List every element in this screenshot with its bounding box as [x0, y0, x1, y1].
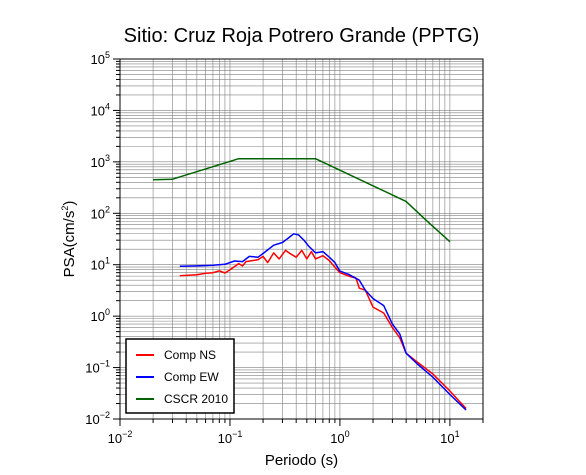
axis-ticks [113, 58, 484, 426]
y-tick-label: 104 [91, 101, 110, 118]
y-tick-label-base: 10 [85, 412, 99, 427]
legend-label: Comp EW [164, 370, 219, 384]
x-tick-label-exp: 1 [455, 429, 460, 439]
y-tick-label-base: 10 [91, 206, 105, 221]
y-tick-label-exp: −2 [100, 410, 110, 420]
y-tick-label-base: 10 [91, 103, 105, 118]
x-tick-label-exp: −1 [232, 429, 242, 439]
legend: Comp NS Comp EW CSCR 2010 [125, 338, 235, 414]
y-axis-label-main: PSA(cm/s [61, 211, 78, 278]
x-tick-label: 10−1 [218, 429, 243, 446]
y-tick-label-base: 10 [91, 309, 105, 324]
y-axis-label-sup: 2 [60, 206, 70, 211]
y-tick-label-base: 10 [91, 155, 105, 170]
chart-title: Sitio: Cruz Roja Potrero Grande (PPTG) [124, 25, 480, 47]
series-line-comp-ew [179, 233, 467, 411]
y-tick-label-base: 10 [91, 258, 105, 273]
y-tick-label: 102 [91, 204, 110, 221]
x-tick-labels: 10−2 10−1 100 101 [108, 429, 460, 446]
x-tick-label-base: 10 [440, 431, 454, 446]
y-tick-label-base: 10 [85, 361, 99, 376]
legend-label: CSCR 2010 [164, 392, 228, 406]
y-tick-label-exp: 1 [105, 256, 110, 266]
y-tick-label-exp: 5 [105, 50, 110, 60]
x-tick-label: 101 [440, 429, 459, 446]
y-axis-label-close: ) [61, 201, 78, 206]
y-tick-label-exp: 3 [105, 153, 110, 163]
x-tick-label-base: 10 [330, 431, 344, 446]
x-tick-label-exp: 0 [345, 429, 350, 439]
y-tick-label: 105 [91, 50, 110, 67]
y-tick-label-exp: 0 [105, 307, 110, 317]
y-tick-label-exp: −1 [100, 359, 110, 369]
series-line-comp-ns [179, 249, 467, 410]
y-tick-label: 101 [91, 256, 110, 273]
x-tick-label-base: 10 [218, 431, 232, 446]
y-tick-label-base: 10 [91, 52, 105, 67]
y-tick-label-exp: 2 [105, 204, 110, 214]
series-layer [153, 157, 467, 411]
x-tick-label-base: 10 [108, 431, 122, 446]
x-tick-label: 10−2 [108, 429, 133, 446]
y-tick-label: 100 [91, 307, 110, 324]
x-tick-label-exp: −2 [122, 429, 132, 439]
plot-frame [119, 58, 484, 420]
y-tick-label: 10−1 [85, 359, 110, 376]
y-axis-label: PSA(cm/s2) [60, 201, 78, 278]
y-tick-label-exp: 4 [105, 101, 110, 111]
series-line-cscr-2010 [153, 157, 451, 243]
y-tick-label: 10−2 [85, 410, 110, 427]
x-tick-label: 100 [330, 429, 349, 446]
y-tick-label: 103 [91, 153, 110, 170]
x-axis-label: Periodo (s) [265, 452, 338, 469]
legend-label: Comp NS [164, 348, 216, 362]
